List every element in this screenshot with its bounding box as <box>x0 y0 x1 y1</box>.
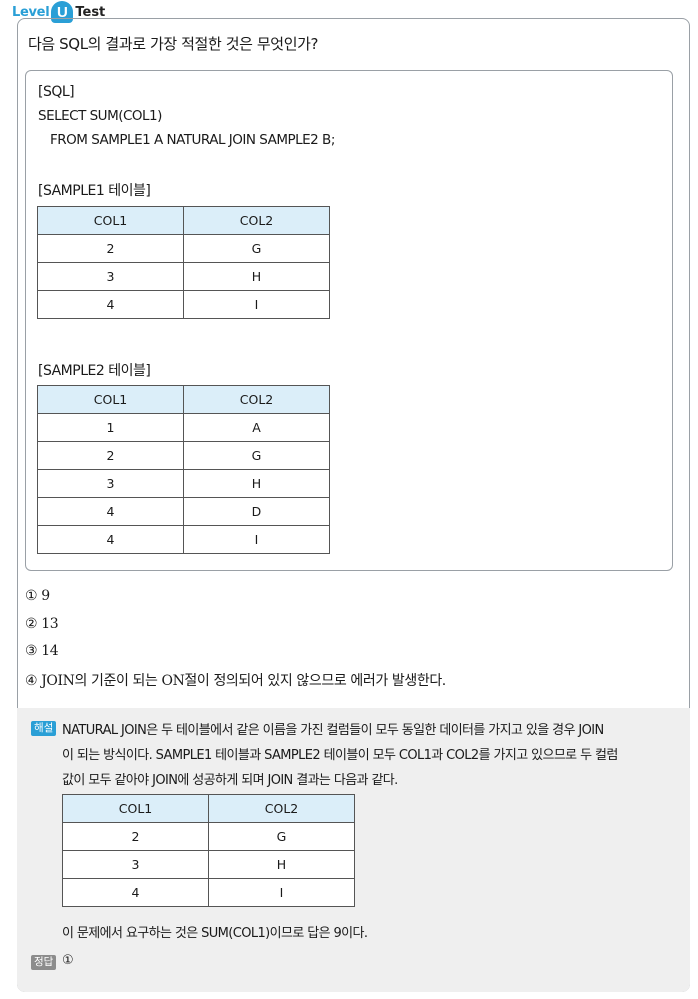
cell: 4 <box>62 878 209 907</box>
cell: I <box>183 290 330 319</box>
cell: I <box>208 878 355 907</box>
answer-badge: 정답 <box>31 955 57 970</box>
logo-up-mark: U <box>51 1 74 23</box>
logo-test-text: Test <box>75 4 106 20</box>
answer-value: ① <box>62 953 74 968</box>
table-row: 2 G <box>62 822 355 851</box>
cell: A <box>183 413 330 442</box>
sample2-title: [SAMPLE2 테이블] <box>38 363 151 379</box>
table-row: 3 H <box>37 469 330 498</box>
cell: 4 <box>37 497 184 526</box>
sql-line-2: FROM SAMPLE1 A NATURAL JOIN SAMPLE2 B; <box>50 132 335 148</box>
cell: H <box>183 469 330 498</box>
cell: 1 <box>37 413 184 442</box>
level-up-test-logo: Level U Test <box>12 1 105 23</box>
header-col2: COL2 <box>183 385 330 414</box>
cell: 2 <box>62 822 209 851</box>
table-row: 4 I <box>37 290 330 319</box>
explanation-line-2: 이 되는 방식이다. SAMPLE1 테이블과 SAMPLE2 테이블이 모두 … <box>62 748 618 763</box>
header-col2: COL2 <box>208 794 355 823</box>
explanation-line-3: 값이 모두 같아야 JOIN에 성공하게 되며 JOIN 결과는 다음과 같다. <box>62 773 398 788</box>
cell: D <box>183 497 330 526</box>
cell: 4 <box>37 525 184 554</box>
sql-line-1: SELECT SUM(COL1) <box>38 108 162 124</box>
option-4[interactable]: ④ JOIN의 기준이 되는 ON절이 정의되어 있지 않으므로 에러가 발생한… <box>25 673 446 689</box>
question-text: 다음 SQL의 결과로 가장 적절한 것은 무엇인가? <box>28 35 319 53</box>
table-row: 2 G <box>37 441 330 470</box>
cell: 3 <box>37 469 184 498</box>
cell: I <box>183 525 330 554</box>
header-col1: COL1 <box>62 794 209 823</box>
table-row: 4 D <box>37 497 330 526</box>
option-3[interactable]: ③ 14 <box>25 643 59 659</box>
table-header-row: COL1 COL2 <box>62 794 355 823</box>
explanation-conclusion: 이 문제에서 요구하는 것은 SUM(COL1)이므로 답은 9이다. <box>62 926 368 941</box>
cell: H <box>183 262 330 291</box>
cell: 2 <box>37 234 184 263</box>
join-result-table: COL1 COL2 2 G 3 H 4 I <box>62 794 355 907</box>
table-row: 4 I <box>62 878 355 907</box>
sql-label: [SQL] <box>38 84 75 100</box>
option-2[interactable]: ② 13 <box>25 616 59 632</box>
cell: G <box>208 822 355 851</box>
cell: H <box>208 850 355 879</box>
header-col2: COL2 <box>183 206 330 235</box>
sample1-table: COL1 COL2 2 G 3 H 4 I <box>37 206 330 319</box>
sample1-title: [SAMPLE1 테이블] <box>38 183 151 199</box>
cell: 4 <box>37 290 184 319</box>
cell: G <box>183 441 330 470</box>
sql-box <box>25 70 673 571</box>
table-row: 3 H <box>37 262 330 291</box>
explanation-line-1: NATURAL JOIN은 두 테이블에서 같은 이름을 가진 컬럼들이 모두 … <box>62 723 604 738</box>
cell: 3 <box>37 262 184 291</box>
table-row: 3 H <box>62 850 355 879</box>
option-1[interactable]: ① 9 <box>25 588 50 604</box>
table-header-row: COL1 COL2 <box>37 385 330 414</box>
table-row: 1 A <box>37 413 330 442</box>
sample2-table: COL1 COL2 1 A 2 G 3 H 4 D 4 I <box>37 385 330 554</box>
cell: G <box>183 234 330 263</box>
cell: 2 <box>37 441 184 470</box>
cell: 3 <box>62 850 209 879</box>
table-row: 4 I <box>37 525 330 554</box>
table-header-row: COL1 COL2 <box>37 206 330 235</box>
header-col1: COL1 <box>37 206 184 235</box>
explanation-badge: 해설 <box>31 721 57 736</box>
table-row: 2 G <box>37 234 330 263</box>
header-col1: COL1 <box>37 385 184 414</box>
logo-level-text: Level <box>12 4 50 20</box>
